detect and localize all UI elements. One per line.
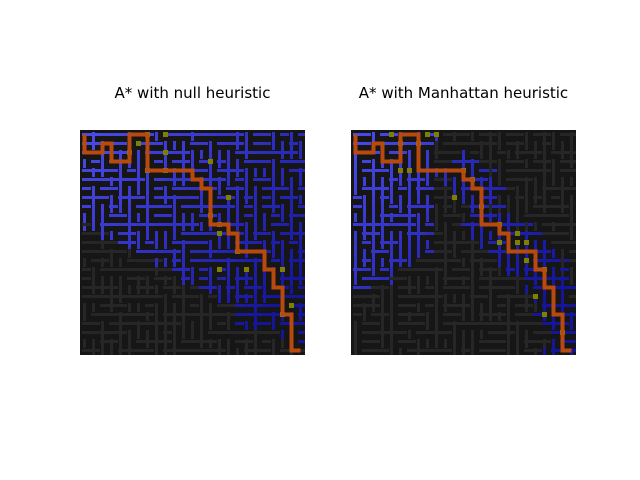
solution-path xyxy=(82,132,301,353)
right-panel-title: A* with Manhattan heuristic xyxy=(358,84,569,102)
maze-manhattan-heuristic xyxy=(351,130,576,355)
solution-path xyxy=(353,132,572,353)
left-panel-title: A* with null heuristic xyxy=(114,84,271,102)
maze-null-heuristic xyxy=(80,130,305,355)
